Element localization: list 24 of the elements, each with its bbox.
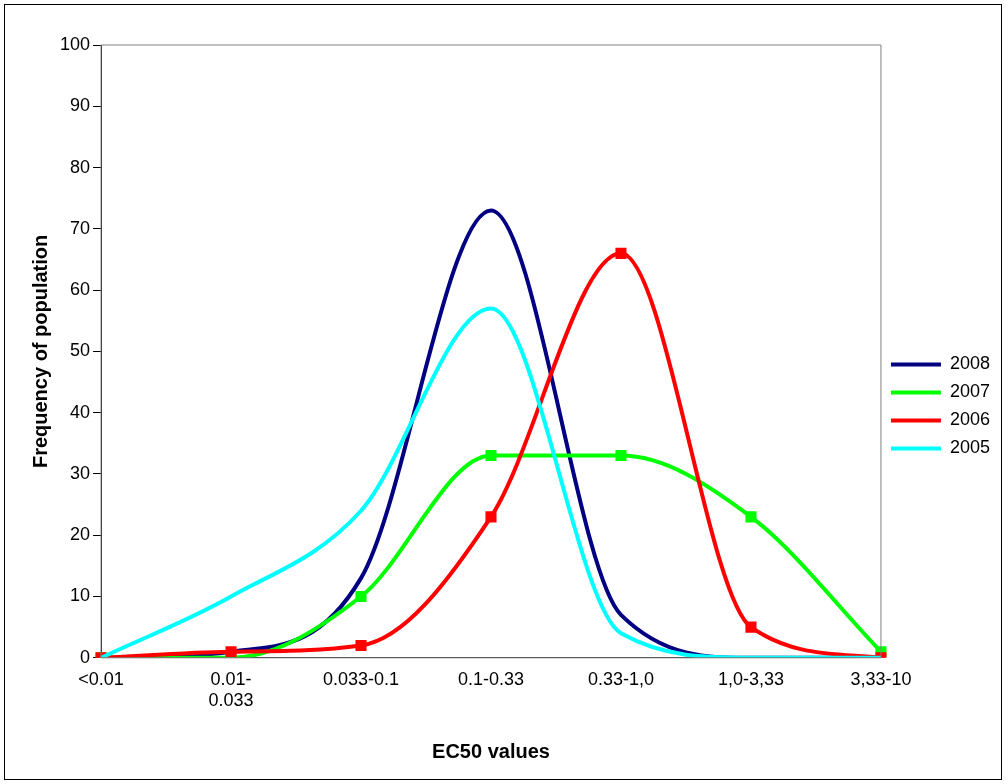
x-tick-label: 0.1-0.33 xyxy=(457,668,525,689)
x-tick-label: 0.033-0.1 xyxy=(322,668,400,689)
y-tick-label: 50 xyxy=(70,340,91,361)
y-tick-label: 100 xyxy=(59,33,91,54)
y-tick-label: 90 xyxy=(70,95,91,116)
x-tick-label: 3,33-10 xyxy=(850,668,912,689)
legend-label: 2005 xyxy=(949,437,990,458)
y-tick-label: 60 xyxy=(70,279,91,300)
x-tick-label: 1,0-3,33 xyxy=(717,668,784,689)
legend-label: 2008 xyxy=(949,353,990,374)
y-tick-label: 0 xyxy=(80,646,91,667)
y-tick-label: 10 xyxy=(70,585,91,606)
y-tick-label: 20 xyxy=(70,524,91,545)
x-axis-title: EC50 values xyxy=(432,739,550,762)
y-tick-label: 40 xyxy=(70,401,91,422)
y-tick-label: 30 xyxy=(70,462,91,483)
legend-label: 2006 xyxy=(949,409,990,430)
x-tick-label: <0.01 xyxy=(78,668,124,689)
legend-label: 2007 xyxy=(949,381,990,402)
y-tick-label: 70 xyxy=(70,217,91,238)
x-tick-label: 0.33-1,0 xyxy=(587,668,655,689)
y-axis-title: Frequency of population xyxy=(28,234,51,469)
x-tick-label: 0.01-0.033 xyxy=(208,668,254,711)
y-tick-label: 80 xyxy=(70,156,91,177)
